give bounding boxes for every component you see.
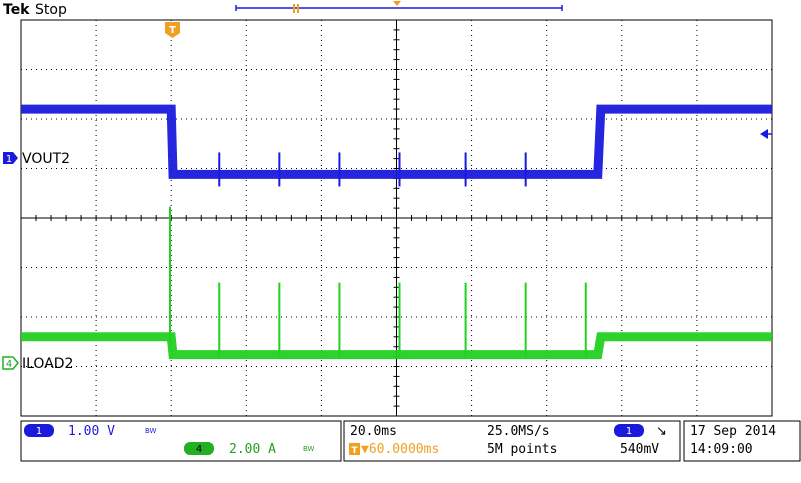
ch4-bw-limit: BW	[303, 445, 315, 453]
ch1-bw-limit: BW	[145, 427, 157, 435]
trigger-pos-icon	[349, 443, 360, 455]
svg-text:4: 4	[196, 444, 202, 455]
svg-text:1: 1	[626, 426, 632, 437]
timebase: 20.0ms	[350, 424, 397, 439]
trigger-slope-icon: ↘	[656, 424, 667, 439]
svg-text:1: 1	[6, 154, 12, 165]
series-line-vout2	[21, 104, 772, 179]
acquisition-status: Stop	[35, 2, 67, 18]
series-label-iload2: ILOAD2	[22, 356, 73, 372]
trigger-level: 540mV	[620, 442, 659, 457]
series-label-vout2: VOUT2	[22, 151, 70, 167]
svg-text:1: 1	[36, 426, 42, 437]
brand-logo: Tek	[3, 2, 30, 18]
readout-panel: 1 1.00 V BW 4 2.00 A BW 20.0ms 25.0MS/s …	[20, 420, 801, 462]
ch4-scale: 2.00 A	[229, 442, 276, 457]
ch1-badge	[24, 424, 54, 437]
svg-text:4: 4	[6, 359, 12, 370]
ch1-ground-marker: 1	[3, 152, 18, 165]
ch4-ground-marker: 4	[2, 356, 19, 370]
ch1-scale: 1.00 V	[68, 424, 115, 439]
waveform-traces	[21, 104, 772, 360]
ch4-badge	[184, 442, 214, 455]
vertical-readout-box	[20, 420, 342, 462]
date: 17 Sep 2014	[690, 424, 776, 439]
svg-text:T: T	[169, 25, 176, 36]
trigger-marker: T	[165, 22, 180, 38]
time: 14:09:00	[690, 442, 753, 457]
svg-text:T: T	[351, 446, 358, 456]
trigger-position-marker-icon	[393, 1, 401, 6]
datetime-box	[683, 420, 801, 462]
record-overview-bar	[235, 1, 563, 13]
trigger-channel-badge	[614, 424, 644, 437]
record-length: 5M points	[487, 442, 557, 457]
series-line-iload2	[21, 332, 772, 360]
graticule-grid	[20, 19, 773, 417]
trigger-position: ▼60.0000ms	[361, 442, 439, 457]
sample-rate: 25.0MS/s	[487, 424, 550, 439]
